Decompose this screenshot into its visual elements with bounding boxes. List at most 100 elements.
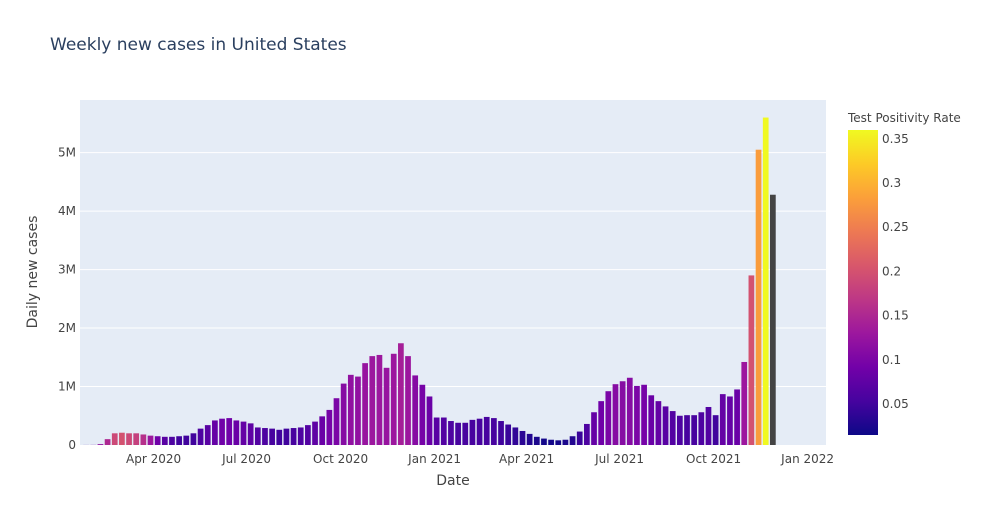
x-tick-label: Jan 2021	[407, 452, 461, 466]
bar	[584, 424, 590, 445]
x-tick-label: Apr 2020	[126, 452, 181, 466]
colorbar-tick-label: 0.05	[882, 397, 909, 411]
bar	[691, 415, 697, 445]
bar	[248, 423, 254, 445]
bar	[205, 425, 211, 445]
bar	[548, 440, 554, 445]
bar	[520, 431, 526, 445]
colorbar-tick-label: 0.35	[882, 132, 909, 146]
bar	[498, 421, 504, 445]
bar	[505, 425, 511, 445]
bar	[734, 389, 740, 445]
colorbar-tick-label: 0.1	[882, 353, 901, 367]
bar	[105, 439, 111, 445]
y-tick-label: 2M	[58, 321, 76, 335]
bar	[577, 432, 583, 445]
bar	[276, 430, 282, 445]
bar	[598, 401, 604, 445]
bar	[613, 384, 619, 445]
bar	[119, 433, 125, 445]
bar	[155, 436, 161, 445]
bar	[233, 420, 239, 445]
bar	[434, 418, 440, 445]
bar	[477, 419, 483, 445]
bar	[176, 436, 182, 445]
bar	[770, 195, 776, 445]
bar	[763, 118, 769, 445]
bar	[427, 396, 433, 445]
bar	[262, 428, 268, 445]
bar	[470, 420, 476, 445]
bar	[627, 378, 633, 445]
x-tick-label: Oct 2021	[686, 452, 741, 466]
bar	[720, 394, 726, 445]
bar	[555, 440, 561, 445]
bar	[656, 401, 662, 445]
bar	[391, 354, 397, 445]
bar	[326, 410, 332, 445]
bar	[641, 385, 647, 445]
bar	[570, 436, 576, 445]
bar	[412, 375, 418, 445]
bar	[484, 417, 490, 445]
bar	[677, 416, 683, 445]
bar	[713, 415, 719, 445]
bar	[448, 421, 454, 445]
bar	[284, 429, 290, 445]
colorbar-tick-label: 0.25	[882, 220, 909, 234]
bar	[398, 343, 404, 445]
bar	[534, 437, 540, 445]
x-tick-label: Jul 2020	[221, 452, 271, 466]
bar	[698, 412, 704, 445]
bar	[162, 437, 168, 445]
bar	[305, 425, 311, 445]
bar	[670, 411, 676, 445]
bar	[541, 439, 547, 445]
bar	[112, 433, 118, 445]
bar	[377, 355, 383, 445]
bar	[133, 433, 139, 445]
colorbar-ticks: 0.050.10.150.20.250.30.35	[882, 132, 909, 411]
colorbar-title: Test Positivity Rate	[847, 111, 961, 125]
bar	[198, 429, 204, 445]
bar	[706, 407, 712, 445]
bar	[749, 275, 755, 445]
bar	[756, 150, 762, 445]
bar	[269, 429, 275, 445]
chart-title: Weekly new cases in United States	[50, 35, 347, 55]
bar	[648, 395, 654, 445]
bar	[362, 363, 368, 445]
bar	[212, 420, 218, 445]
x-tick-label: Apr 2021	[499, 452, 554, 466]
bar	[684, 415, 690, 445]
bar	[462, 423, 468, 445]
bar	[319, 416, 325, 445]
bar	[348, 375, 354, 445]
bar	[241, 422, 247, 445]
y-tick-label: 0	[68, 438, 76, 452]
colorbar-tick-label: 0.2	[882, 264, 901, 278]
bar	[291, 428, 297, 445]
bar	[419, 385, 425, 445]
bar	[384, 368, 390, 445]
bar	[605, 391, 611, 445]
bar	[334, 398, 340, 445]
colorbar-tick-label: 0.15	[882, 309, 909, 323]
bar	[355, 377, 361, 445]
bar	[620, 381, 626, 445]
bar	[141, 434, 147, 445]
bar	[219, 419, 225, 445]
bar	[126, 433, 132, 445]
bar	[405, 356, 411, 445]
bar	[591, 412, 597, 445]
x-tick-label: Jul 2021	[594, 452, 644, 466]
bar	[563, 440, 569, 445]
bar	[169, 437, 175, 445]
bar	[634, 386, 640, 445]
bar	[727, 396, 733, 445]
bar	[512, 427, 518, 445]
